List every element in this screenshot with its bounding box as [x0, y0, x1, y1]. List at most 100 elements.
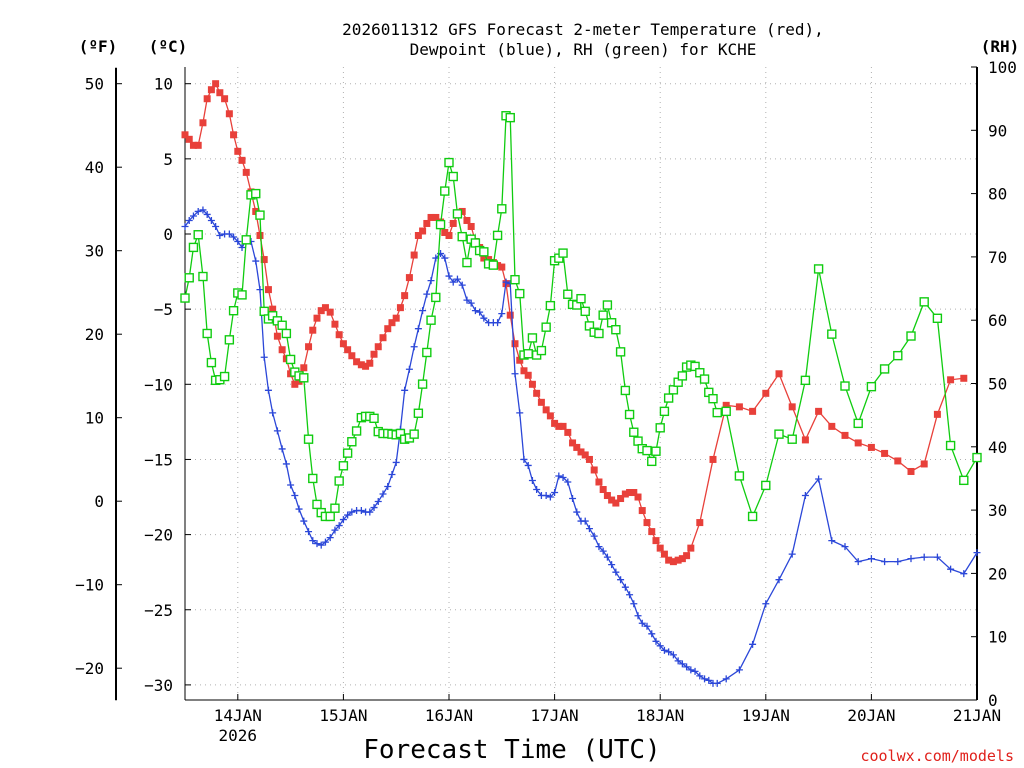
dewpoint-series — [181, 206, 981, 687]
rh-point — [198, 271, 208, 282]
temperature-point — [295, 377, 303, 385]
dewpoint-point — [735, 666, 743, 674]
dewpoint-point — [273, 427, 281, 435]
rh-point — [435, 219, 446, 230]
dewpoint-point — [471, 307, 479, 315]
temperature-point — [260, 256, 268, 264]
rh-point — [237, 290, 247, 300]
temperature-point — [867, 443, 875, 451]
temperature-point — [599, 486, 607, 494]
temperature-point — [678, 555, 686, 563]
dewpoint-point — [370, 504, 378, 512]
dewpoint-point — [379, 490, 387, 498]
temperature-point — [445, 232, 453, 240]
temperature-point — [234, 147, 242, 155]
dewpoint-line — [184, 209, 978, 685]
temperature-point — [348, 352, 356, 360]
rh-point — [945, 440, 956, 451]
fahrenheit-tick-label: 50 — [85, 75, 104, 94]
rh-point — [409, 429, 419, 439]
temperature-point — [960, 374, 968, 382]
temperature-point — [317, 307, 325, 315]
rh-point — [787, 434, 797, 444]
temperature-point — [344, 346, 352, 354]
temperature-point — [339, 340, 347, 348]
rh-tick-label: 90 — [988, 121, 1007, 140]
temperature-point — [762, 389, 770, 397]
data-series — [180, 80, 982, 687]
dewpoint-point — [494, 319, 502, 327]
rh-tick-label: 50 — [988, 375, 1007, 394]
dewpoint-point — [256, 286, 264, 294]
dewpoint-point — [722, 675, 730, 683]
temperature-point — [520, 367, 528, 375]
dewpoint-point — [366, 508, 374, 516]
rh-point — [527, 333, 538, 343]
temperature-point — [321, 304, 329, 312]
temperature-point — [683, 552, 691, 560]
rh-point — [488, 260, 499, 270]
dewpoint-point — [638, 619, 646, 627]
rh-point — [972, 452, 982, 463]
temperature-point — [273, 332, 281, 340]
x-tick-label: 21JAN — [953, 706, 1001, 725]
celsius-tick-label: 0 — [163, 225, 173, 244]
dewpoint-point — [357, 507, 365, 515]
fahrenheit-tick-label: −10 — [75, 576, 104, 595]
dewpoint-point — [384, 483, 392, 491]
dewpoint-point — [410, 343, 418, 351]
temperature-point — [458, 207, 466, 215]
dewpoint-point — [321, 538, 329, 546]
temperature-point — [590, 466, 598, 474]
temperature-point — [449, 219, 457, 227]
dewpoint-point — [498, 310, 506, 318]
dewpoint-point — [617, 576, 625, 584]
temperature-point — [366, 359, 374, 367]
temperature-point — [559, 422, 567, 430]
temperature-point — [537, 398, 545, 406]
celsius-tick-label: −20 — [144, 526, 173, 545]
temperature-point — [555, 422, 563, 430]
dewpoint-point — [269, 409, 277, 417]
temperature-point — [696, 519, 704, 527]
x-axis-title: Forecast Time (UTC) — [363, 735, 660, 765]
dewpoint-point — [542, 492, 550, 500]
celsius-tick-label: −5 — [154, 300, 173, 319]
dewpoint-point — [775, 576, 783, 584]
temperature-point — [269, 305, 277, 313]
dewpoint-point — [230, 233, 238, 241]
dewpoint-point — [590, 532, 598, 540]
rh-point — [515, 288, 525, 299]
temperature-point — [828, 422, 836, 430]
dewpoint-point — [291, 492, 299, 500]
temperature-point — [414, 232, 422, 240]
dewpoint-point — [762, 600, 770, 608]
dewpoint-point — [502, 278, 510, 286]
rh-point — [285, 354, 296, 365]
rh-point — [677, 371, 688, 381]
temperature-point — [392, 314, 400, 322]
rh-point — [558, 248, 568, 258]
temperature-point — [511, 340, 519, 348]
credit-link[interactable]: coolwx.com/models — [860, 747, 1014, 765]
rh-point — [761, 480, 771, 491]
temperature-point — [370, 350, 378, 358]
temperature-point — [326, 308, 334, 316]
temperature-point — [674, 556, 682, 564]
dewpoint-point — [278, 445, 286, 453]
dewpoint-point — [524, 461, 532, 469]
temperature-point — [643, 519, 651, 527]
fahrenheit-tick-label: 30 — [85, 242, 104, 261]
rh-point — [668, 385, 679, 395]
rh-point — [479, 247, 489, 257]
rh-point — [413, 408, 424, 418]
temperature-point — [216, 89, 224, 97]
dewpoint-point — [555, 472, 563, 480]
celsius-tick-label: −15 — [144, 450, 173, 469]
temperature-point — [305, 343, 313, 351]
rh-point — [259, 306, 269, 317]
dewpoint-point — [212, 222, 220, 230]
fahrenheit-tick-label: 10 — [85, 409, 104, 428]
rh-point — [334, 476, 344, 486]
rh-point — [584, 321, 595, 331]
